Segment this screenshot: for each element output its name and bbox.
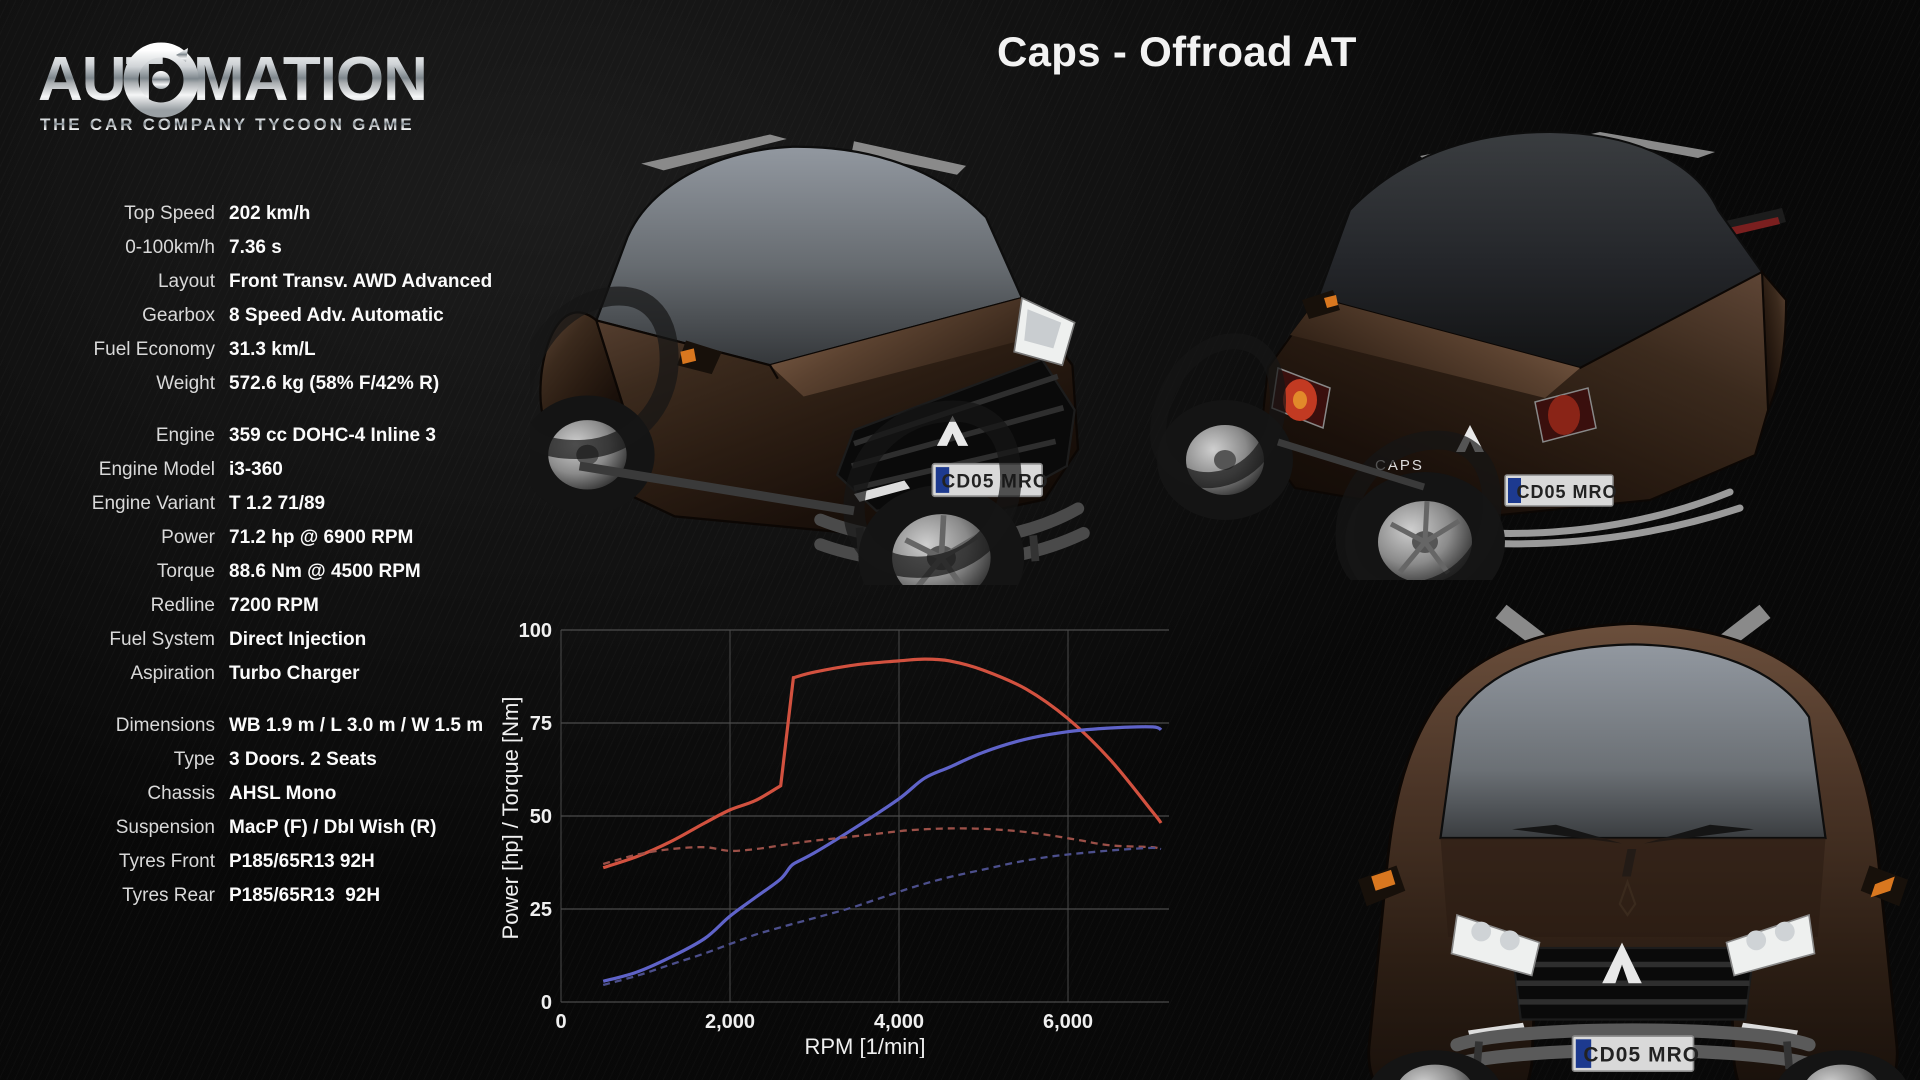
svg-text:6,000: 6,000 (1043, 1011, 1093, 1033)
svg-text:RPM [1/min]: RPM [1/min] (804, 1034, 925, 1058)
svg-text:25: 25 (530, 899, 552, 921)
svg-text:0: 0 (555, 1011, 566, 1033)
svg-text:CD05 MRO: CD05 MRO (1583, 1043, 1700, 1066)
svg-text:100: 100 (519, 620, 552, 642)
svg-text:MATION: MATION (193, 45, 427, 114)
svg-text:75: 75 (530, 713, 552, 735)
svg-text:0: 0 (541, 992, 552, 1014)
svg-text:CD05 MRO: CD05 MRO (941, 471, 1048, 492)
svg-text:4,000: 4,000 (874, 1011, 924, 1033)
svg-text:CD05 MRO: CD05 MRO (1516, 482, 1617, 502)
svg-text:THE CAR COMPANY TYCOON GAME: THE CAR COMPANY TYCOON GAME (40, 115, 414, 134)
svg-text:Power [hp] / Torque [Nm]: Power [hp] / Torque [Nm] (500, 697, 523, 940)
svg-text:50: 50 (530, 806, 552, 828)
svg-text:2,000: 2,000 (705, 1011, 755, 1033)
